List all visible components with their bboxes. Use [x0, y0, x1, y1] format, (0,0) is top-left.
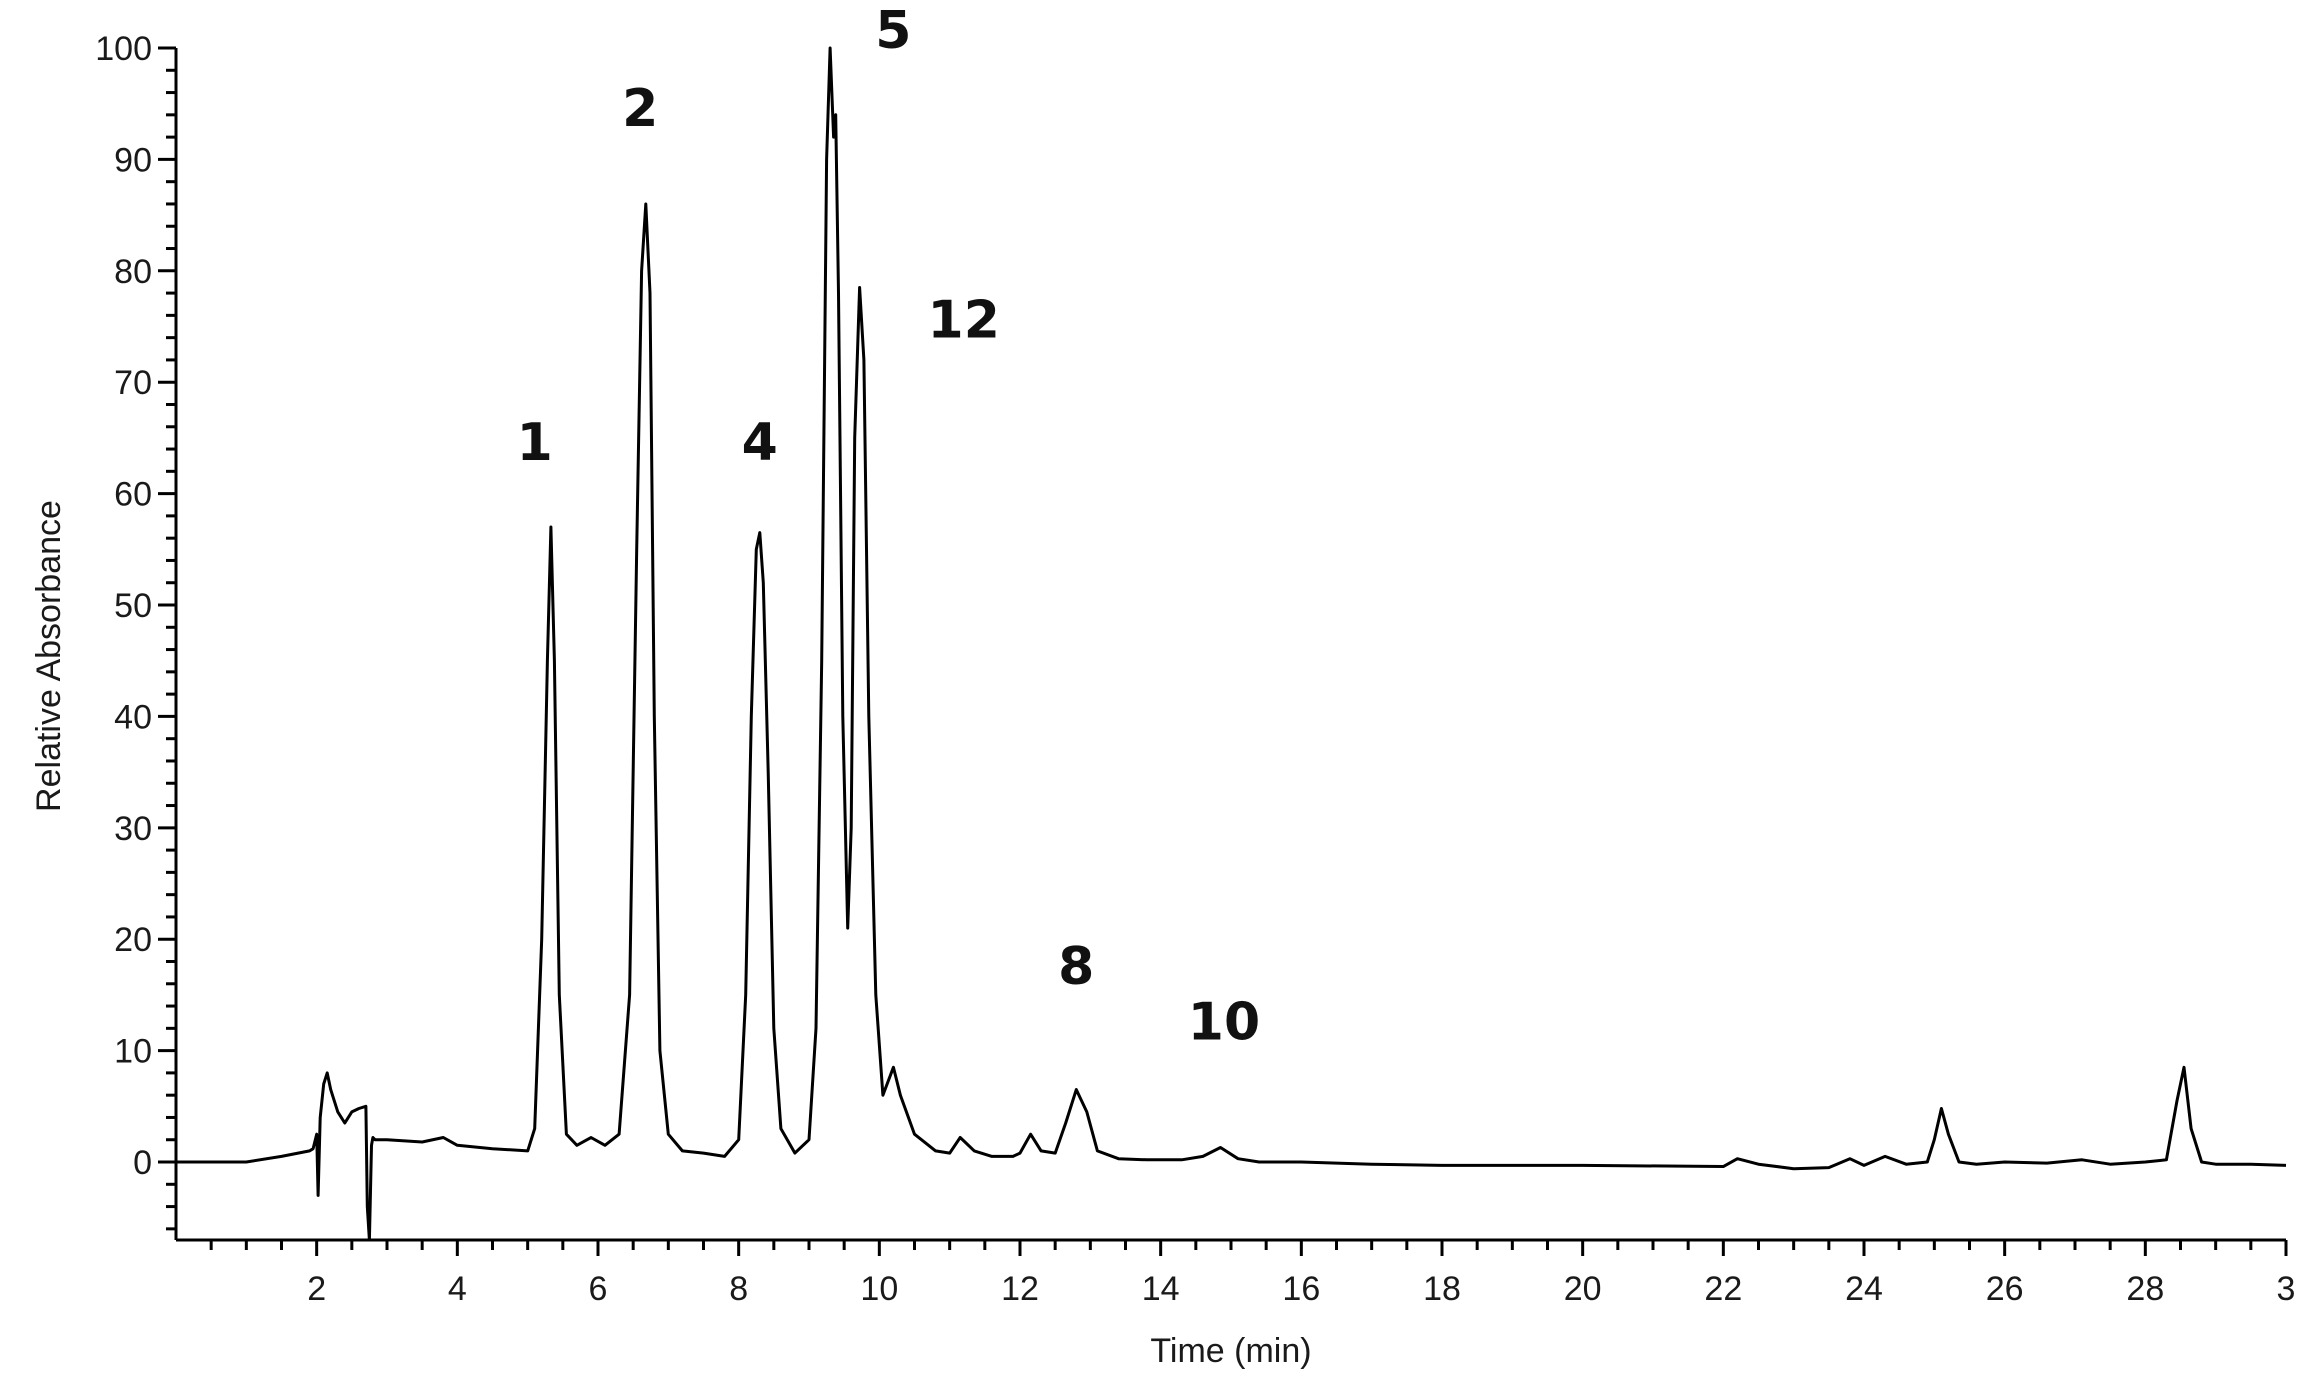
x-tick-label: 6 — [589, 1270, 608, 1308]
x-tick-label: 28 — [2126, 1270, 2164, 1308]
peak-label-12: 12 — [928, 291, 1000, 351]
x-tick-label: 3 — [2277, 1270, 2296, 1308]
peak-label-8: 8 — [1058, 937, 1094, 997]
y-tick-label: 90 — [114, 141, 152, 179]
peak-label-1: 1 — [517, 413, 553, 473]
x-tick-label: 26 — [1986, 1270, 2024, 1308]
x-axis-title: Time (min) — [1150, 1332, 1311, 1370]
y-tick-label: 100 — [95, 30, 152, 68]
y-tick-label: 30 — [114, 810, 152, 848]
peak-label-4: 4 — [742, 413, 778, 473]
x-tick-label: 8 — [729, 1270, 748, 1308]
y-axis-title: Relative Absorbance — [30, 500, 68, 812]
y-tick-label: 70 — [114, 364, 152, 402]
peak-label-10: 10 — [1188, 992, 1260, 1052]
y-tick-label: 40 — [114, 698, 152, 736]
x-tick-label: 10 — [860, 1270, 898, 1308]
y-tick-label: 0 — [133, 1144, 152, 1182]
y-tick-label: 80 — [114, 253, 152, 291]
y-tick-label: 60 — [114, 476, 152, 514]
x-tick-label: 16 — [1282, 1270, 1320, 1308]
x-tick-label: 12 — [1001, 1270, 1039, 1308]
x-tick-label: 4 — [448, 1270, 467, 1308]
x-tick-label: 24 — [1845, 1270, 1883, 1308]
x-tick-label: 22 — [1704, 1270, 1742, 1308]
x-tick-label: 20 — [1564, 1270, 1602, 1308]
y-tick-label: 10 — [114, 1033, 152, 1071]
tick-layer — [158, 46, 2288, 1256]
peak-label-2: 2 — [622, 79, 658, 139]
x-tick-label: 14 — [1142, 1270, 1180, 1308]
y-tick-label: 20 — [114, 921, 152, 959]
x-tick-label: 18 — [1423, 1270, 1461, 1308]
y-tick-label: 50 — [114, 587, 152, 625]
x-tick-label: 2 — [307, 1270, 326, 1308]
chromatogram-trace — [176, 46, 2287, 1242]
peak-label-5: 5 — [875, 1, 911, 61]
